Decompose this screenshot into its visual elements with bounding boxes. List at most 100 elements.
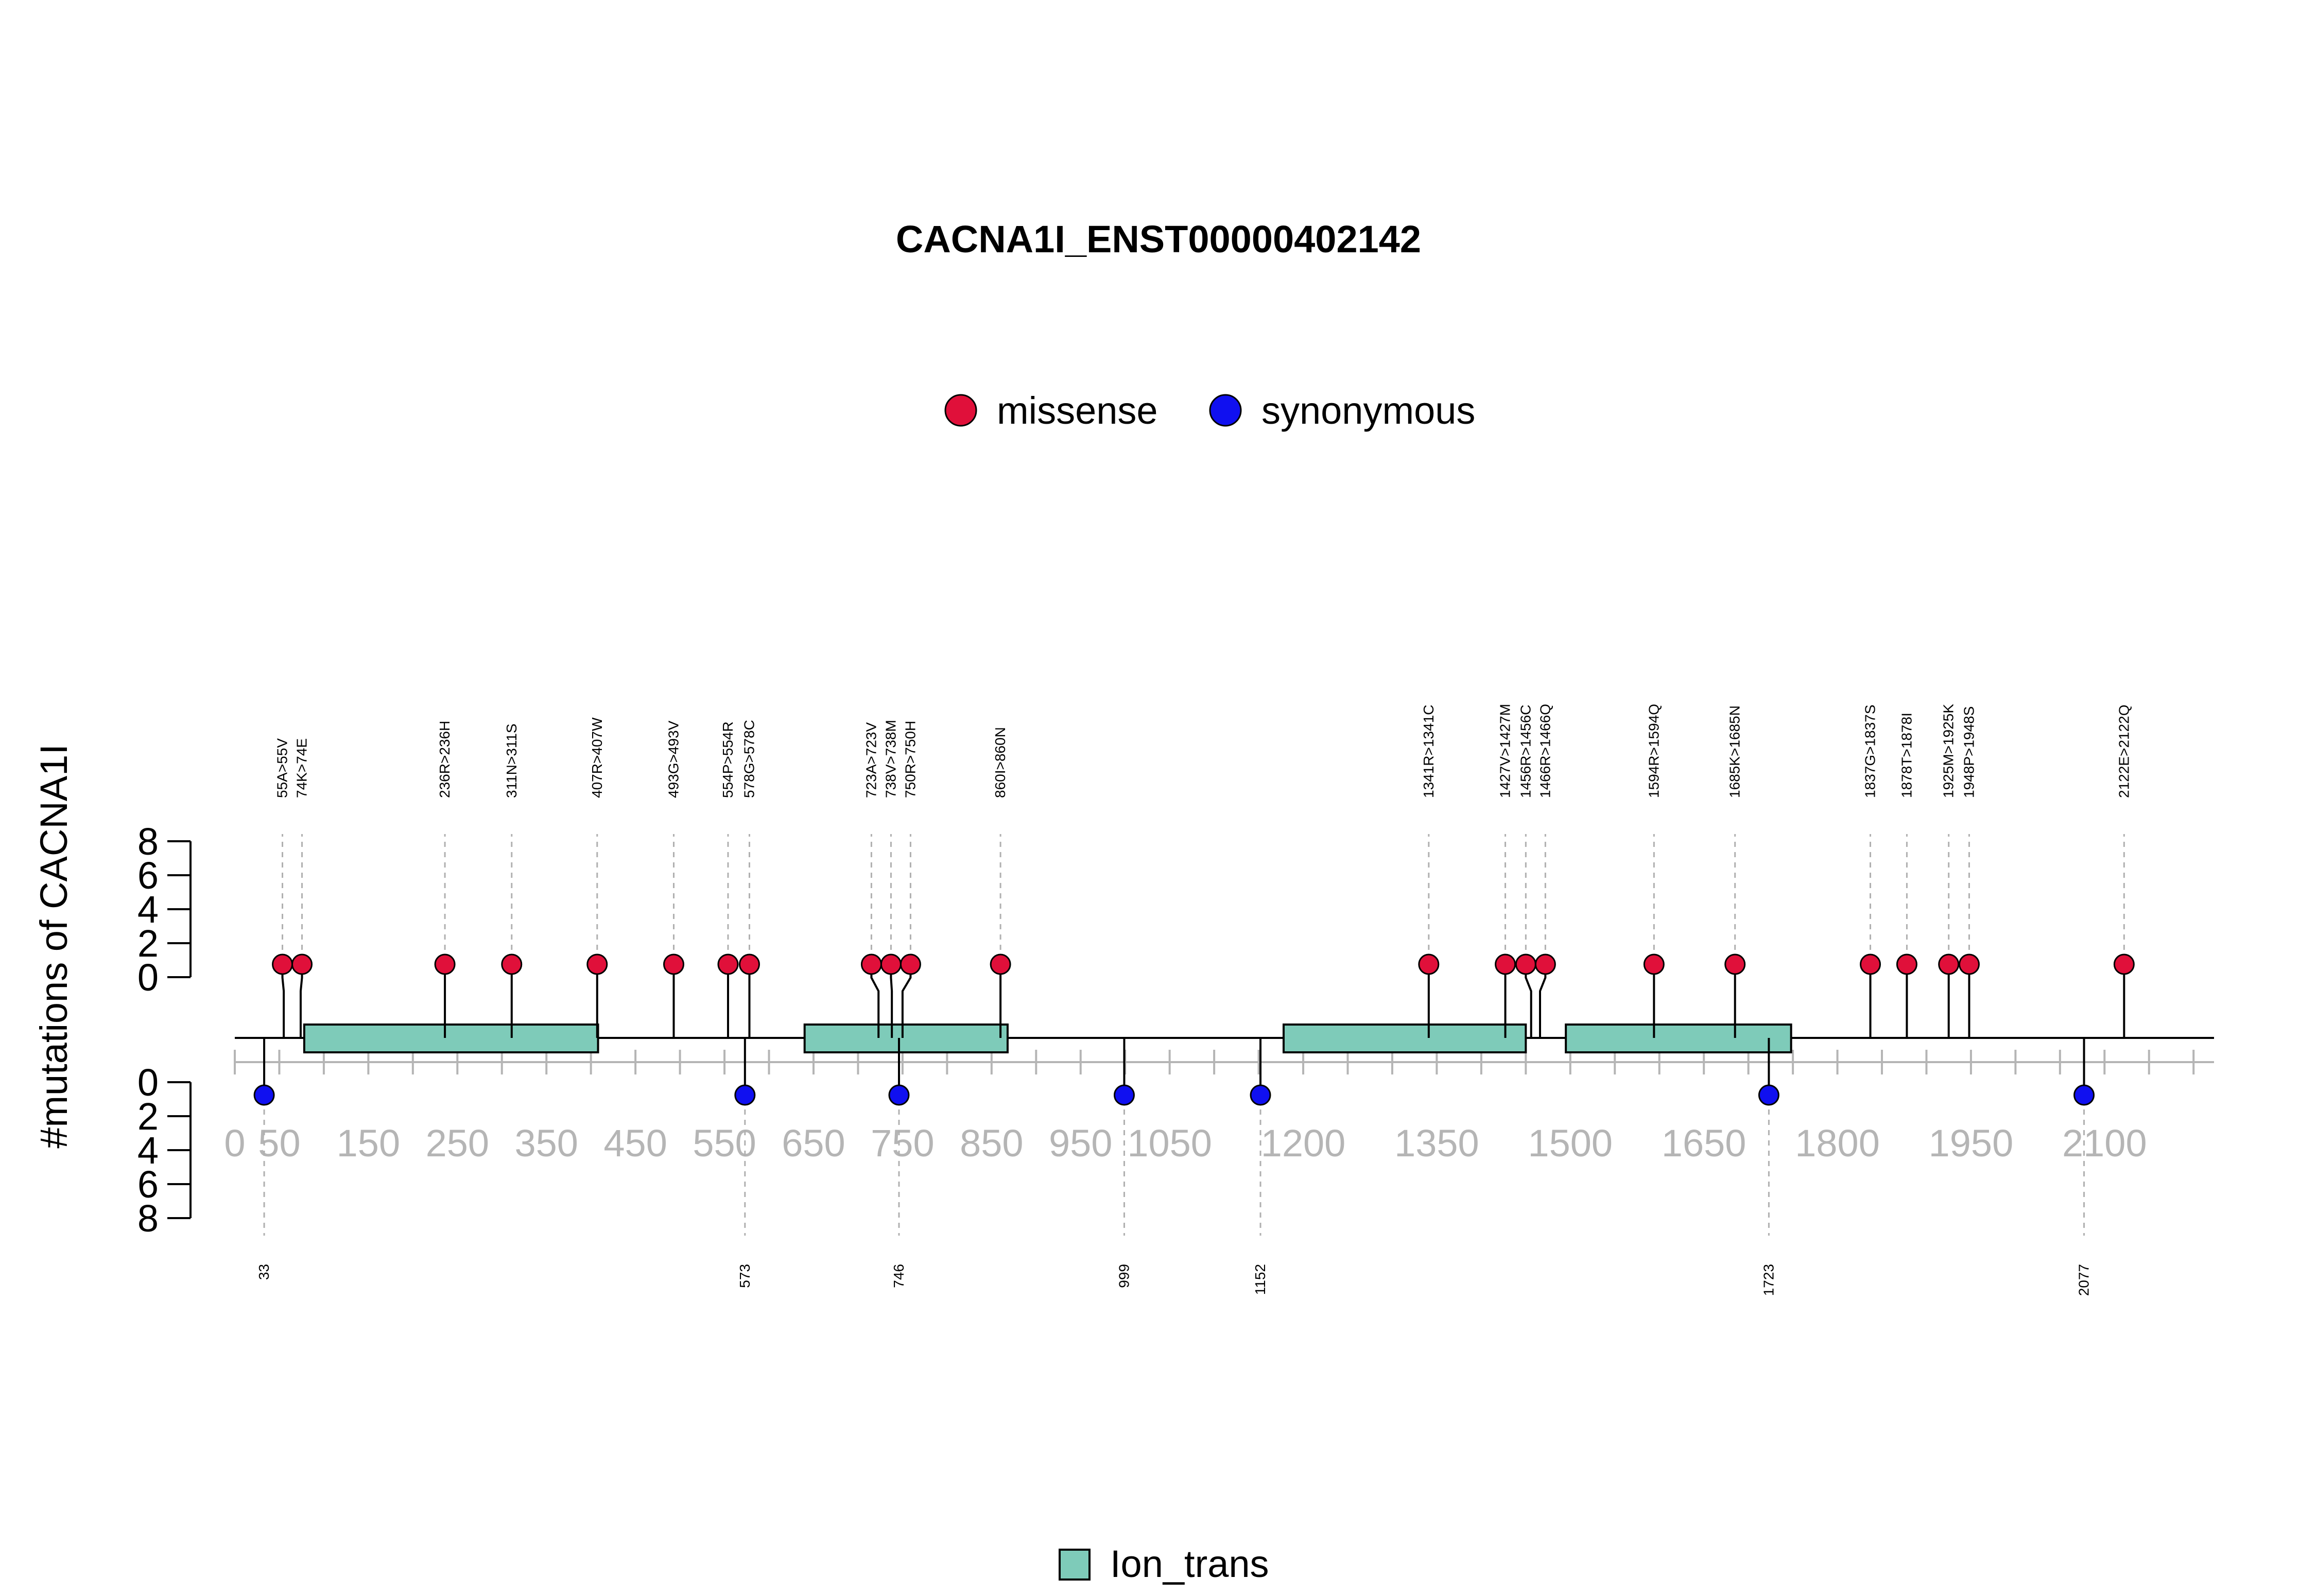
missense-point bbox=[586, 953, 608, 975]
synonymous-label: 33 bbox=[256, 1264, 272, 1280]
domain-ion-trans bbox=[303, 1023, 599, 1053]
synonymous-point bbox=[253, 1084, 275, 1106]
x-tick-label: 250 bbox=[426, 1122, 489, 1165]
chart-title: CACNA1I_ENST00000402142 bbox=[896, 218, 1421, 261]
missense-label: 1925M>1925K bbox=[1941, 704, 1957, 798]
x-tick-label: 1050 bbox=[1127, 1122, 1212, 1165]
missense-point bbox=[717, 953, 739, 975]
x-tick-label: 1800 bbox=[1795, 1122, 1880, 1165]
x-tick-label: 1650 bbox=[1662, 1122, 1747, 1165]
missense-label: 1466R>1466Q bbox=[1537, 704, 1553, 798]
missense-label: 55A>55V bbox=[274, 738, 290, 798]
y-tick-label-top: 2 bbox=[137, 922, 159, 965]
x-tick-label: 550 bbox=[693, 1122, 756, 1165]
missense-label: 407R>407W bbox=[589, 717, 605, 798]
x-tick-label: 850 bbox=[960, 1122, 1023, 1165]
synonymous-label: 1152 bbox=[1252, 1264, 1268, 1295]
missense-point bbox=[1515, 953, 1536, 975]
missense-point bbox=[434, 953, 456, 975]
legend-ion-trans-swatch bbox=[1059, 1549, 1091, 1581]
missense-point bbox=[1860, 953, 1881, 975]
missense-point bbox=[663, 953, 684, 975]
legend-missense-label: missense bbox=[997, 389, 1158, 432]
synonymous-point bbox=[1113, 1084, 1135, 1106]
missense-label: 1837G>1837S bbox=[1862, 705, 1878, 798]
y-tick-label-bottom: 0 bbox=[137, 1061, 159, 1104]
missense-point bbox=[900, 953, 921, 975]
missense-stem bbox=[299, 964, 303, 1038]
synonymous-point bbox=[888, 1084, 910, 1106]
synonymous-label: 1723 bbox=[1760, 1264, 1776, 1296]
missense-label: 554P>554R bbox=[720, 721, 736, 798]
synonymous-point bbox=[734, 1084, 756, 1106]
y-tick-label-bottom: 8 bbox=[137, 1197, 159, 1240]
x-tick-label: 450 bbox=[603, 1122, 667, 1165]
bottom-legend: Ion_trans bbox=[1059, 1542, 1269, 1585]
missense-label: 1878T>1878I bbox=[1898, 713, 1914, 798]
synonymous-label: 746 bbox=[891, 1264, 907, 1288]
missense-point bbox=[1495, 953, 1516, 975]
x-tick-label: 50 bbox=[258, 1122, 300, 1165]
y-tick-label-top: 8 bbox=[137, 820, 159, 863]
x-tick-label: 150 bbox=[337, 1122, 400, 1165]
x-tick-label: 2100 bbox=[2062, 1122, 2147, 1165]
missense-point bbox=[272, 953, 293, 975]
missense-label: 2122E>2122Q bbox=[2116, 705, 2132, 798]
missense-point bbox=[291, 953, 313, 975]
missense-label: 1594R>1594Q bbox=[1646, 704, 1662, 798]
x-tick-label: 650 bbox=[782, 1122, 845, 1165]
x-tick-label: 1500 bbox=[1528, 1122, 1613, 1165]
missense-point bbox=[1896, 953, 1917, 975]
synonymous-point bbox=[1758, 1084, 1779, 1106]
x-tick-label: 0 bbox=[224, 1122, 245, 1165]
y-tick-label-bottom: 4 bbox=[137, 1129, 159, 1172]
synonymous-label: 573 bbox=[737, 1264, 753, 1288]
missense-point bbox=[1534, 953, 1556, 975]
missense-label: 860I>860N bbox=[992, 727, 1008, 798]
missense-label: 1456R>1456C bbox=[1517, 705, 1533, 798]
missense-point bbox=[1418, 953, 1440, 975]
domain-ion-trans bbox=[1282, 1023, 1527, 1053]
synonymous-label: 999 bbox=[1116, 1264, 1132, 1288]
missense-label: 750R>750H bbox=[902, 721, 918, 798]
missense-point bbox=[738, 953, 760, 975]
y-tick-label-top: 4 bbox=[137, 888, 159, 931]
missense-label: 1948P>1948S bbox=[1961, 706, 1977, 798]
x-tick-label: 1950 bbox=[1929, 1122, 2014, 1165]
missense-stem bbox=[1538, 964, 1547, 1038]
missense-point bbox=[880, 953, 902, 975]
missense-label: 578G>578C bbox=[741, 720, 757, 798]
x-tick-label: 1200 bbox=[1261, 1122, 1346, 1165]
synonymous-point bbox=[2073, 1084, 2095, 1106]
missense-point bbox=[1958, 953, 1980, 975]
missense-point bbox=[1938, 953, 1960, 975]
y-tick-label-top: 6 bbox=[137, 854, 159, 897]
missense-label: 738V>738M bbox=[883, 720, 898, 798]
missense-label: 1427V>1427M bbox=[1497, 704, 1513, 798]
legend-synonymous-label: synonymous bbox=[1261, 389, 1475, 432]
missense-label: 1341R>1341C bbox=[1421, 705, 1437, 798]
y-axis-label: #mutations of CACNA1I bbox=[32, 744, 75, 1149]
synonymous-point bbox=[1250, 1084, 1271, 1106]
missense-point bbox=[860, 953, 882, 975]
y-tick-label-bottom: 2 bbox=[137, 1095, 159, 1138]
domain-ion-trans bbox=[1565, 1023, 1792, 1053]
missense-point bbox=[2113, 953, 2135, 975]
missense-label: 311N>311S bbox=[504, 723, 520, 798]
legend-missense-marker bbox=[944, 394, 977, 427]
missense-stem bbox=[890, 964, 893, 1038]
y-tick-label-bottom: 6 bbox=[137, 1163, 159, 1206]
domain-ion-trans bbox=[803, 1023, 1009, 1053]
x-tick-label: 750 bbox=[871, 1122, 934, 1165]
y-tick-label-top: 0 bbox=[137, 956, 159, 999]
missense-point bbox=[501, 953, 523, 975]
legend-synonymous-marker bbox=[1209, 394, 1242, 427]
missense-point bbox=[1643, 953, 1665, 975]
missense-label: 1685K>1685N bbox=[1727, 705, 1743, 798]
x-tick-label: 350 bbox=[514, 1122, 578, 1165]
missense-point bbox=[1724, 953, 1746, 975]
x-tick-label: 1350 bbox=[1394, 1122, 1479, 1165]
missense-point bbox=[990, 953, 1011, 975]
synonymous-label: 2077 bbox=[2076, 1264, 2092, 1296]
